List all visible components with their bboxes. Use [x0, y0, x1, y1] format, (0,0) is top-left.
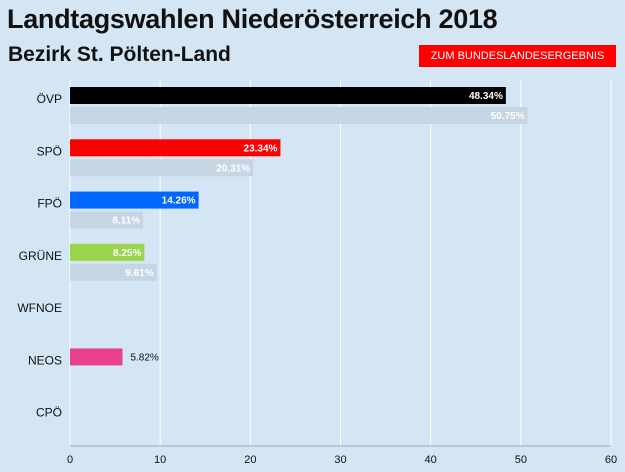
- bar-current: [70, 243, 145, 261]
- bar-current-label: 8.25%: [113, 248, 141, 259]
- bar-current-label: 14.26%: [162, 196, 196, 207]
- category-label: CPÖ: [36, 406, 62, 420]
- bar-current-label: 5.82%: [130, 352, 158, 363]
- x-tick-label: 0: [67, 454, 73, 466]
- x-tick-label: 20: [244, 454, 256, 466]
- x-tick-label: 50: [515, 454, 527, 466]
- category-label: NEOS: [28, 353, 62, 367]
- bar-previous-label: 8.11%: [112, 216, 140, 227]
- bar-current: [70, 191, 199, 209]
- x-tick-label: 30: [334, 454, 346, 466]
- bar-current: [70, 87, 506, 104]
- x-tick-label: 10: [154, 454, 166, 466]
- category-label: GRÜNE: [19, 249, 62, 263]
- bar-previous: [70, 263, 157, 281]
- bar-current: [70, 348, 123, 366]
- category-label: ÖVP: [37, 92, 62, 106]
- bar-previous: [70, 211, 144, 229]
- category-label: FPÖ: [37, 197, 62, 211]
- bar-current: [70, 139, 281, 157]
- page-title: Landtagswahlen Niederösterreich 2018: [7, 4, 498, 34]
- bar-current-label: 23.34%: [244, 143, 278, 154]
- category-label: SPÖ: [37, 144, 62, 158]
- bar-previous-label: 9.61%: [125, 268, 153, 279]
- category-label: WFNOE: [17, 301, 62, 315]
- bar-previous-label: 50.75%: [491, 111, 525, 122]
- page-subtitle: Bezirk St. Pölten-Land: [8, 43, 231, 66]
- bar-current-label: 48.34%: [469, 91, 503, 102]
- x-tick-label: 40: [425, 454, 437, 466]
- bar-previous: [70, 107, 528, 124]
- x-tick-label: 60: [605, 454, 617, 466]
- bar-previous: [70, 159, 254, 177]
- bar-previous-label: 20.31%: [216, 163, 250, 174]
- state-result-button[interactable]: ZUM BUNDESLANDESERGEBNIS: [419, 45, 616, 67]
